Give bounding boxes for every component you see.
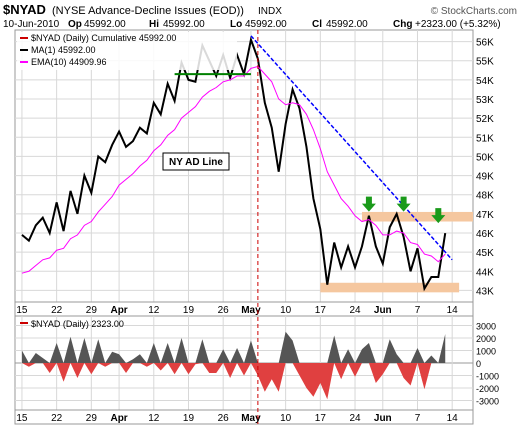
x-tick-label: 26: [218, 305, 230, 316]
green-down-arrow-icon: [431, 208, 446, 224]
x-tick-label: 24: [349, 305, 361, 316]
y-tick-label: 52K: [476, 114, 494, 125]
watermark: © StockCharts.com: [431, 6, 517, 17]
lower-y-tick-label: -2000: [476, 384, 499, 394]
low-label: Lo: [230, 19, 242, 30]
y-tick-label: 50K: [476, 152, 494, 163]
y-tick-label: 55K: [476, 57, 494, 68]
lower-y-tick-label: -3000: [476, 397, 499, 407]
x-tick-label: Apr: [110, 413, 127, 424]
ema-line: [21, 65, 446, 274]
x-tick-label: 24: [349, 413, 361, 424]
y-tick-label: 51K: [476, 133, 494, 144]
y-tick-label: 43K: [476, 286, 494, 297]
open-label: Op: [68, 19, 82, 30]
legend-entry: MA(1) 45992.00: [31, 45, 96, 55]
x-tick-label: May: [241, 305, 261, 316]
x-tick-label: 12: [148, 305, 160, 316]
y-tick-label: 46K: [476, 229, 494, 240]
x-tick-label: 7: [415, 413, 421, 424]
exchange-label: INDX: [258, 6, 282, 17]
x-axis-top: 15 22 29 Apr 12 19 26 May 10 17 24 Jun 7 14: [16, 305, 458, 316]
change-value: +2323.00 (+5.32%): [415, 19, 501, 30]
symbol-title: $NYAD: [3, 2, 46, 17]
x-tick-label: 15: [16, 413, 28, 424]
lower-y-tick-label: 1000: [476, 347, 496, 357]
x-tick-label: Jun: [374, 305, 392, 316]
x-tick-label: 22: [51, 305, 63, 316]
x-tick-label: 19: [183, 413, 195, 424]
annotation-box: [162, 152, 230, 171]
x-tick-label: 15: [16, 305, 28, 316]
histogram: [21, 331, 446, 400]
open-value: 45992.00: [84, 19, 126, 30]
green-down-arrow-icon: [361, 196, 376, 212]
lower-legend: $NYAD (Daily) 2323.00: [20, 319, 124, 329]
symbol-description: (NYSE Advance-Decline Issues (EOD)): [52, 5, 244, 17]
downtrend-line: [250, 35, 453, 261]
support-resistance-bands: [320, 211, 473, 293]
legend-entry: $NYAD (Daily) Cumulative 45992.00: [31, 33, 176, 43]
change-label: Chg: [393, 19, 412, 30]
main-annotations: NY AD Line: [162, 35, 453, 261]
price-band: [361, 211, 473, 222]
histogram-positive: [21, 331, 446, 363]
high-label: Hi: [149, 19, 159, 30]
x-tick-label: 14: [447, 413, 459, 424]
annotation-text: NY AD Line: [169, 157, 223, 168]
x-tick-label: May: [241, 413, 261, 424]
main-y-axis: 43K 44K 45K 46K 47K 48K 49K 50K 51K 52K 53K 54K 55K 5…: [476, 38, 494, 298]
lower-legend-entry: $NYAD (Daily) 2323.00: [31, 319, 124, 329]
x-axis-bottom: 15 22 29 Apr 12 19 26 May 10 17 24 Jun 7 14: [16, 413, 458, 424]
lower-y-axis: -3000 -2000 -1000 0 1000 2000 3000: [476, 322, 499, 407]
y-tick-label: 56K: [476, 38, 494, 49]
x-tick-label: Apr: [110, 305, 127, 316]
x-tick-label: 14: [447, 305, 459, 316]
green-down-arrow-icon: [396, 196, 411, 212]
quote-date: 10-Jun-2010: [3, 19, 60, 30]
x-tick-label: 12: [148, 413, 160, 424]
y-tick-label: 48K: [476, 191, 494, 202]
legend-entry: EMA(10) 44909.96: [31, 57, 107, 67]
main-legend: $NYAD (Daily) Cumulative 45992.00 MA(1) 4…: [17, 32, 237, 70]
x-tick-label: 29: [86, 305, 98, 316]
y-tick-label: 54K: [476, 76, 494, 87]
x-tick-label: 7: [415, 305, 421, 316]
lower-y-tick-label: -1000: [476, 372, 499, 382]
histogram-negative: [21, 363, 446, 400]
x-tick-label: 17: [315, 413, 327, 424]
close-value: 45992.00: [326, 19, 368, 30]
y-tick-label: 49K: [476, 172, 494, 183]
lower-y-tick-label: 0: [476, 359, 481, 369]
x-tick-label: Jun: [374, 413, 392, 424]
legend-bg: [17, 32, 237, 70]
y-tick-label: 53K: [476, 95, 494, 106]
close-label: Cl: [312, 19, 322, 30]
low-value: 45992.00: [245, 19, 287, 30]
lower-y-tick-label: 3000: [476, 322, 496, 332]
y-tick-label: 44K: [476, 267, 494, 278]
y-tick-label: 45K: [476, 248, 494, 259]
x-tick-label: 22: [51, 413, 63, 424]
x-tick-label: 10: [280, 413, 292, 424]
x-tick-label: 26: [218, 413, 230, 424]
x-tick-label: 19: [183, 305, 195, 316]
y-tick-label: 47K: [476, 210, 494, 221]
x-tick-label: 17: [315, 305, 327, 316]
price-band: [320, 282, 460, 293]
x-tick-label: 10: [280, 305, 292, 316]
x-tick-label: 29: [86, 413, 98, 424]
lower-y-tick-label: 2000: [476, 334, 496, 344]
high-value: 45992.00: [163, 19, 205, 30]
x-axis-bottom-strip: [14, 409, 474, 425]
